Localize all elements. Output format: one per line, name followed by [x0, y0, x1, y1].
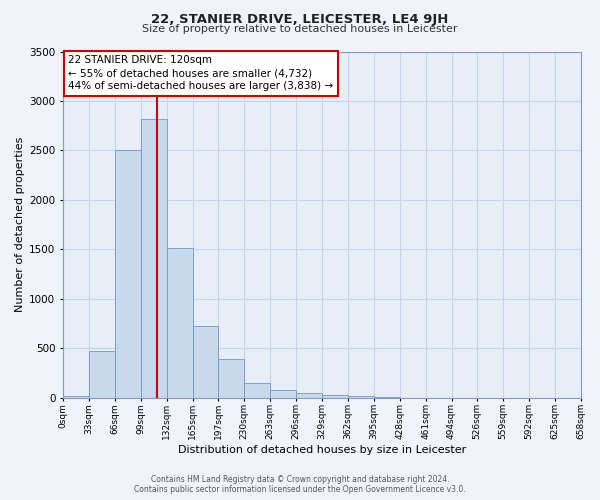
- Bar: [374, 396, 400, 398]
- Text: 22, STANIER DRIVE, LEICESTER, LE4 9JH: 22, STANIER DRIVE, LEICESTER, LE4 9JH: [151, 12, 449, 26]
- Bar: [348, 396, 374, 398]
- Text: 22 STANIER DRIVE: 120sqm
← 55% of detached houses are smaller (4,732)
44% of sem: 22 STANIER DRIVE: 120sqm ← 55% of detach…: [68, 55, 334, 92]
- X-axis label: Distribution of detached houses by size in Leicester: Distribution of detached houses by size …: [178, 445, 466, 455]
- Bar: [193, 326, 218, 398]
- Bar: [89, 350, 115, 398]
- Bar: [270, 390, 296, 398]
- Text: Contains HM Land Registry data © Crown copyright and database right 2024.
Contai: Contains HM Land Registry data © Crown c…: [134, 474, 466, 494]
- Bar: [244, 382, 270, 398]
- Bar: [141, 118, 167, 398]
- Bar: [322, 394, 348, 398]
- Y-axis label: Number of detached properties: Number of detached properties: [15, 137, 25, 312]
- Bar: [218, 359, 244, 398]
- Bar: [63, 396, 89, 398]
- Bar: [296, 392, 322, 398]
- Text: Size of property relative to detached houses in Leicester: Size of property relative to detached ho…: [142, 24, 458, 34]
- Bar: [167, 248, 193, 398]
- Bar: [115, 150, 141, 398]
